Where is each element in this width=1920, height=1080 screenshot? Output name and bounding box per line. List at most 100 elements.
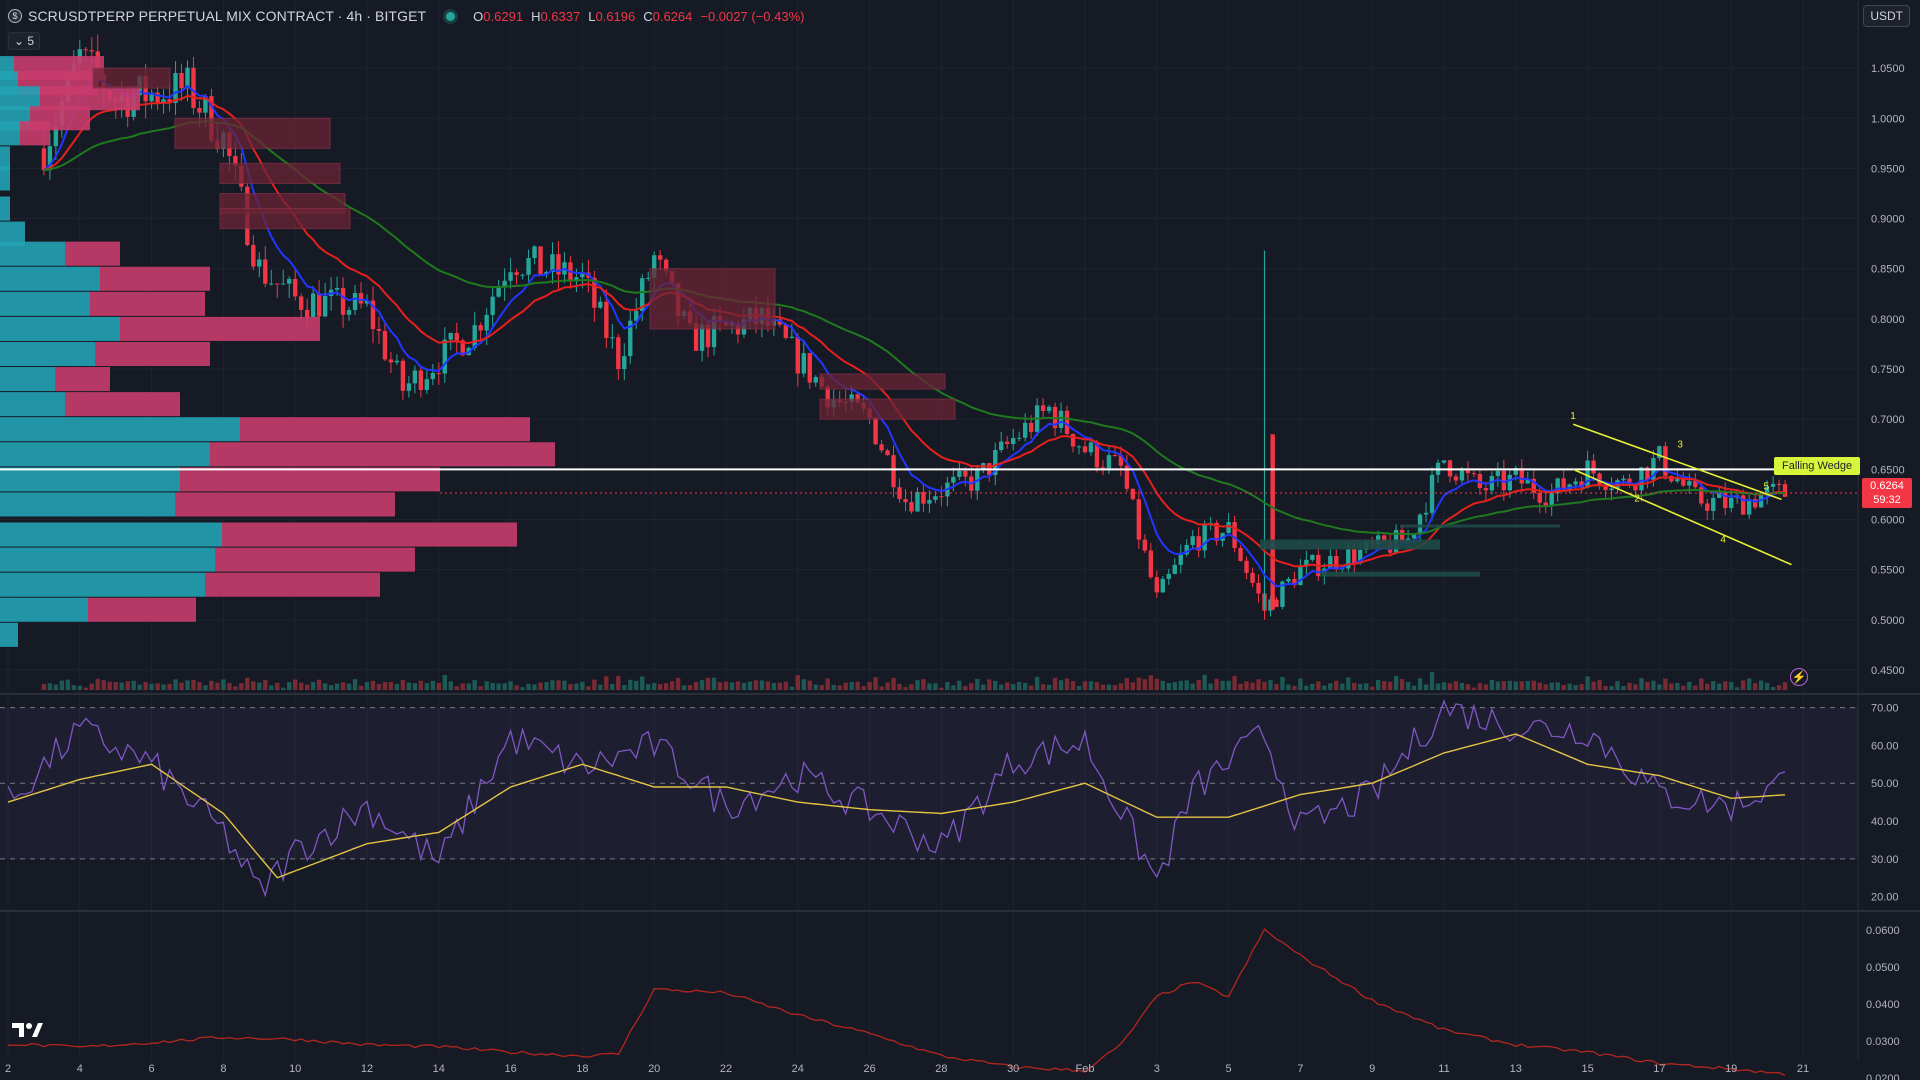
volume-bar [765, 681, 771, 690]
volume-bar [1477, 683, 1483, 690]
volume-bar [484, 681, 489, 690]
volume-profile-toggle[interactable]: ⌄ 5 [8, 32, 41, 50]
candle-body [1489, 475, 1495, 491]
volume-bar [879, 686, 884, 690]
vp-count: 5 [27, 34, 35, 48]
volume-bar [556, 680, 561, 690]
volume-bar [1381, 681, 1387, 690]
indicator-tick-label: 0.0300 [1866, 1036, 1900, 1048]
price-tick-label: 0.8500 [1871, 264, 1905, 276]
volume-bar [663, 683, 669, 690]
falling-wedge-label[interactable]: Falling Wedge [1774, 457, 1861, 475]
volume-bar [711, 677, 717, 690]
symbol-title[interactable]: SCRUSDTPERP PERPETUAL MIX CONTRACT · 4h … [28, 8, 427, 24]
candle-body [1423, 512, 1429, 515]
candle-body [891, 455, 896, 488]
volume-bar [753, 680, 759, 690]
volume-bar [1310, 683, 1315, 690]
volume-bar [1166, 682, 1171, 690]
volume-bar [502, 683, 507, 690]
ohlc-open: O0.6291 [473, 8, 524, 24]
volume-bar [1202, 674, 1207, 690]
volume-bar [1334, 680, 1339, 690]
coin-logo-icon[interactable]: $ [8, 9, 22, 23]
time-tick-label: 4 [77, 1063, 83, 1075]
candle-body [1561, 478, 1566, 490]
volume-bar [598, 684, 603, 690]
order-block-zone [92, 67, 171, 89]
candle-body [1585, 460, 1590, 488]
volume-bar [1340, 683, 1345, 690]
indicator-tick-label: 0.0200 [1866, 1073, 1900, 1080]
volume-bar [233, 686, 238, 690]
volume-bar [454, 686, 459, 690]
volume-bar [1094, 682, 1100, 690]
candle-body [436, 373, 441, 375]
candle-body [1100, 467, 1106, 469]
volume-bar [687, 685, 693, 690]
candle-body [1615, 480, 1620, 489]
rsi-tick-label: 50.00 [1871, 778, 1899, 790]
volume-profile-sell [90, 291, 205, 316]
volume-bar [269, 685, 274, 690]
time-tick-label: 24 [792, 1063, 804, 1075]
volume-bar [376, 683, 382, 690]
volume-bar [951, 685, 956, 690]
volume-profile-buy [0, 166, 10, 191]
volume-profile-buy [0, 196, 10, 221]
candle-body [1740, 495, 1746, 515]
currency-selector-button[interactable]: USDT [1863, 5, 1910, 27]
volume-bar [1681, 685, 1686, 690]
candle-body [1597, 473, 1602, 485]
volume-bar [436, 682, 441, 690]
candle-body [1358, 549, 1363, 564]
volume-bar [1148, 675, 1154, 690]
candle-body [1555, 478, 1560, 494]
candle-body [1124, 465, 1130, 489]
volume-bar [394, 683, 400, 690]
time-tick-label: 2 [5, 1063, 11, 1075]
volume-bar [867, 681, 872, 690]
ohlc-low: L0.6196 [588, 8, 636, 24]
candle-body [610, 337, 615, 339]
candle-body [1154, 577, 1159, 593]
volume-bar [741, 682, 747, 690]
volume-profile-sell [88, 597, 196, 622]
time-tick-label: 12 [361, 1063, 373, 1075]
volume-bar [717, 682, 723, 690]
order-block-zone [219, 208, 351, 230]
candle-body [316, 293, 322, 317]
volume-bar [1483, 684, 1489, 690]
candle-body [484, 314, 489, 331]
volume-bar [1585, 676, 1590, 690]
candle-body [1729, 497, 1734, 508]
candle-body [1172, 564, 1177, 574]
candle-body [304, 309, 310, 318]
volume-bar [1387, 681, 1393, 690]
volume-bar [185, 680, 190, 690]
tradingview-logo-icon[interactable] [10, 1020, 44, 1040]
candle-body [801, 353, 806, 374]
demand-zone [1260, 539, 1440, 550]
candle-body [269, 283, 274, 285]
candle-body [1334, 556, 1339, 570]
lightning-icon[interactable]: ⚡ [1790, 668, 1808, 686]
candle-body [1507, 474, 1513, 491]
candle-body [1609, 488, 1614, 491]
volume-bar [496, 683, 501, 690]
volume-bar [65, 679, 71, 690]
candle-body [424, 379, 430, 390]
volume-bar [227, 682, 232, 690]
volume-bar [83, 687, 88, 690]
candle-body [251, 245, 256, 267]
volume-bar [442, 674, 447, 690]
volume-bar [149, 683, 154, 690]
candle-body [604, 301, 609, 338]
volume-bar [1501, 680, 1507, 690]
volume-bar [1687, 681, 1692, 690]
time-tick-label: 9 [1369, 1063, 1375, 1075]
volume-bar [945, 681, 950, 690]
volume-bar [1238, 683, 1243, 690]
volume-bar [1519, 681, 1524, 690]
